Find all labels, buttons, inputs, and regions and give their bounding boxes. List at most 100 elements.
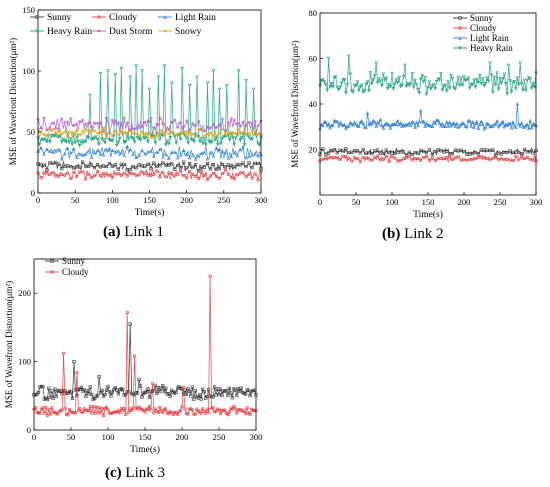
data-point: [125, 168, 129, 172]
data-point: [70, 142, 74, 147]
data-point: [84, 408, 88, 412]
data-point: [41, 406, 45, 410]
data-point: [440, 121, 445, 126]
data-point: [396, 159, 400, 163]
series-line: [33, 276, 257, 416]
data-point: [41, 384, 45, 389]
data-point: [214, 134, 218, 138]
data-point: [106, 69, 110, 73]
data-point: [332, 75, 337, 80]
series-cloudy: [36, 167, 263, 182]
data-point: [113, 410, 117, 414]
data-point: [210, 139, 214, 144]
data-point: [146, 149, 150, 154]
data-point: [54, 394, 58, 399]
data-point: [71, 146, 76, 151]
legend-item: Sunny: [30, 13, 72, 23]
x-tick-label: 50: [67, 432, 76, 442]
data-point: [96, 394, 100, 398]
data-point: [143, 151, 147, 156]
data-point: [321, 157, 325, 161]
data-point: [367, 89, 371, 93]
data-point: [365, 80, 370, 84]
data-point: [424, 121, 429, 125]
x-tick-label: 200: [176, 432, 189, 442]
data-point: [202, 173, 207, 177]
data-point: [54, 149, 58, 153]
data-point: [59, 408, 63, 412]
data-point: [167, 156, 171, 161]
data-point: [345, 82, 350, 87]
y-tick-label: 50: [27, 127, 36, 137]
data-point: [400, 83, 404, 88]
data-point: [344, 147, 348, 151]
data-point: [77, 119, 82, 124]
data-point: [515, 102, 520, 106]
data-point: [173, 410, 177, 414]
data-point: [104, 164, 108, 169]
data-point: [238, 389, 242, 394]
data-point: [83, 152, 88, 157]
data-point: [213, 138, 217, 142]
data-point: [95, 131, 100, 136]
data-point: [220, 117, 225, 121]
data-point: [89, 176, 94, 180]
data-point: [164, 163, 168, 168]
data-point: [518, 123, 522, 128]
data-point: [106, 408, 110, 412]
data-point: [146, 119, 150, 123]
data-point: [459, 76, 463, 81]
data-point: [511, 80, 515, 85]
data-point: [116, 132, 120, 137]
data-point: [178, 137, 183, 142]
data-point: [143, 410, 147, 414]
data-point: [239, 136, 244, 141]
data-point: [326, 56, 331, 61]
data-point: [351, 90, 355, 95]
data-point: [514, 87, 518, 91]
data-point: [151, 135, 156, 139]
data-point: [202, 133, 207, 138]
data-point: [238, 131, 242, 135]
data-point: [227, 410, 231, 414]
data-point: [370, 158, 374, 163]
data-point: [80, 129, 85, 133]
data-point: [480, 77, 485, 81]
data-point: [355, 157, 360, 161]
data-point: [98, 130, 103, 134]
data-point: [430, 156, 434, 160]
data-point: [83, 127, 88, 131]
data-point: [207, 411, 211, 415]
legend-marker: [35, 15, 39, 19]
data-point: [79, 385, 83, 390]
data-point: [140, 148, 144, 153]
data-point: [450, 77, 455, 81]
data-point: [50, 127, 55, 132]
data-point: [196, 154, 201, 159]
data-point: [199, 128, 204, 133]
data-point: [226, 134, 231, 138]
legend-label: Snowy: [175, 27, 202, 37]
data-point: [527, 126, 531, 130]
data-point: [122, 162, 126, 167]
data-point: [45, 397, 49, 402]
data-point: [84, 394, 88, 398]
data-point: [188, 161, 192, 166]
caption-b: (b) Link 2: [382, 226, 444, 243]
data-point: [127, 410, 131, 415]
data-point: [220, 136, 225, 141]
data-point: [72, 170, 76, 174]
data-point: [51, 171, 55, 175]
data-point: [381, 72, 386, 77]
data-point: [192, 412, 196, 416]
data-point: [78, 407, 82, 411]
data-point: [390, 155, 394, 159]
data-point: [86, 164, 91, 168]
data-point: [401, 150, 406, 154]
data-point: [92, 173, 97, 177]
data-point: [196, 396, 200, 400]
data-point: [122, 140, 127, 145]
data-point: [518, 61, 522, 66]
data-point: [485, 76, 489, 80]
data-point: [244, 392, 248, 396]
